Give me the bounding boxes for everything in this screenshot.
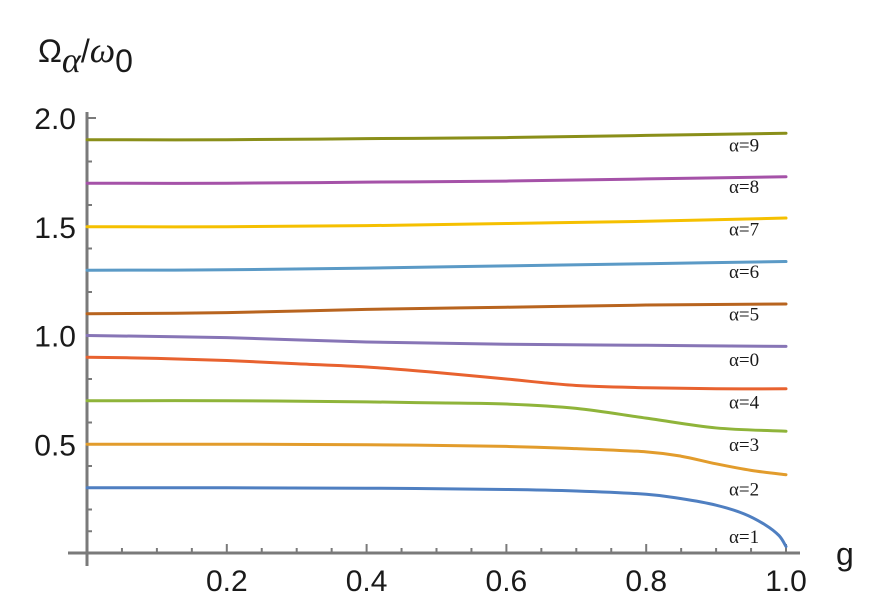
x-tick-label: 0.2 — [206, 565, 248, 598]
y-tick-label: 2.0 — [34, 103, 76, 136]
series-line-7 — [85, 399, 788, 433]
y-axis-title: Ωα/ω0 — [38, 30, 133, 80]
series-line-8 — [85, 442, 788, 477]
series-label-3: α=6 — [729, 262, 759, 283]
series-line-4 — [85, 302, 788, 316]
series-label-9: α=1 — [729, 527, 759, 548]
series-line-5 — [85, 334, 788, 348]
series-label-0: α=9 — [729, 136, 759, 157]
series-label-8: α=2 — [729, 479, 759, 500]
series-label-layer: α=9 α=8 α=7 α=6 α=5 α=0 α=4 α=3 α=2 α=1 — [729, 136, 760, 549]
series-label-2: α=7 — [729, 219, 759, 240]
series-line-3 — [85, 260, 788, 272]
series-line-6 — [85, 355, 788, 391]
series-line-1 — [85, 175, 788, 185]
x-axis-title: g — [836, 536, 854, 572]
x-tick-label: 0.6 — [486, 565, 528, 598]
x-tick-label: 1.0 — [765, 565, 807, 598]
series-label-6: α=4 — [729, 392, 760, 413]
series-layer — [85, 131, 788, 548]
y-tick-label: 1.5 — [34, 212, 76, 245]
series-line-9 — [85, 486, 788, 548]
x-tick-label: 0.4 — [346, 565, 388, 598]
series-label-7: α=3 — [729, 435, 759, 456]
y-tick-label: 1.0 — [34, 321, 76, 354]
series-line-0 — [85, 131, 788, 142]
x-tick-label: 0.8 — [625, 565, 667, 598]
axes: 0.2 0.4 0.6 0.8 1.0 0.5 1.0 1.5 2.0 — [34, 103, 807, 598]
series-label-5: α=0 — [729, 350, 759, 371]
series-line-2 — [85, 216, 788, 229]
series-label-1: α=8 — [729, 177, 759, 198]
y-tick-label: 0.5 — [34, 429, 76, 462]
series-label-4: α=5 — [729, 304, 759, 325]
